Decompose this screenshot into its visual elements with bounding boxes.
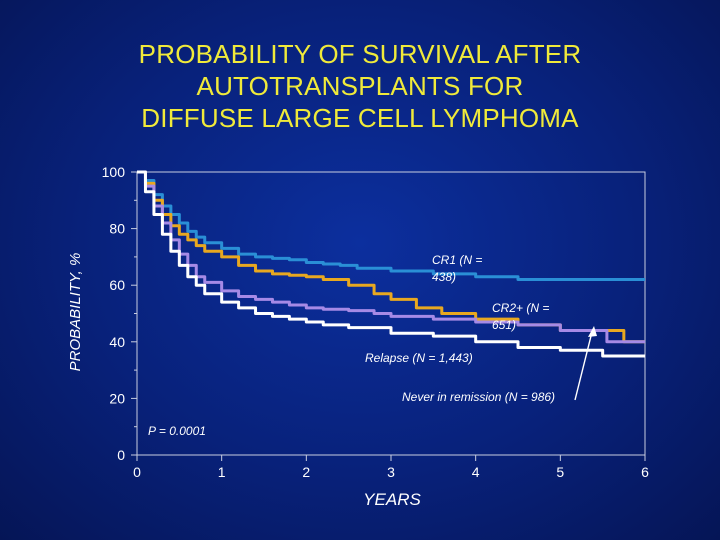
series-line-never-in-remission (137, 170, 645, 358)
cr2-label-line-1: CR2+ (N = (492, 301, 549, 315)
y-tick-label: 100 (102, 164, 126, 180)
cr2-label-line-2: 651) (492, 318, 516, 332)
y-tick-label: 20 (109, 390, 125, 406)
y-tick-label: 0 (117, 447, 125, 463)
x-axis-label: YEARS (363, 490, 421, 509)
x-tick-label: 5 (556, 464, 564, 480)
x-tick-label: 0 (133, 464, 141, 480)
chart-title-line-1: PROBABILITY OF SURVIVAL AFTER (138, 39, 582, 69)
series-line-cr2- (137, 170, 645, 344)
chart-title-line-3: DIFFUSE LARGE CELL LYMPHOMA (141, 103, 579, 133)
cr1-label: CR1 (N = 438) (432, 253, 486, 284)
series-line-cr1 (137, 170, 645, 282)
cr1-label-line-2: 438) (432, 270, 456, 284)
annotation-arrowhead (588, 326, 597, 337)
x-tick-label: 6 (641, 464, 649, 480)
annotation-arrow (574, 331, 593, 401)
never-in-remission-label: Never in remission (N = 986) (402, 390, 555, 404)
y-axis-label: PROBABILITY, % (67, 253, 84, 372)
x-tick-label: 3 (387, 464, 395, 480)
x-tick-label: 2 (302, 464, 310, 480)
relapse-label: Relapse (N = 1,443) (365, 351, 473, 365)
chart-title: PROBABILITY OF SURVIVAL AFTER AUTOTRANSP… (60, 38, 660, 134)
chart-title-line-2: AUTOTRANSPLANTS FOR (196, 71, 524, 101)
series-line-relapse (137, 170, 645, 344)
cr1-label-line-1: CR1 (N = (432, 253, 482, 267)
p-value-annotation: P = 0.0001 (148, 424, 206, 438)
series-lines (137, 170, 645, 358)
y-tick-label: 60 (109, 277, 125, 293)
y-tick-label: 40 (109, 334, 125, 350)
y-tick-label: 80 (109, 221, 125, 237)
axes: 0 20 40 60 80 100 0 1 2 3 4 5 6 (102, 164, 649, 480)
cr2-label: CR2+ (N = 651) (492, 301, 553, 332)
x-tick-label: 1 (218, 464, 226, 480)
x-tick-label: 4 (472, 464, 480, 480)
